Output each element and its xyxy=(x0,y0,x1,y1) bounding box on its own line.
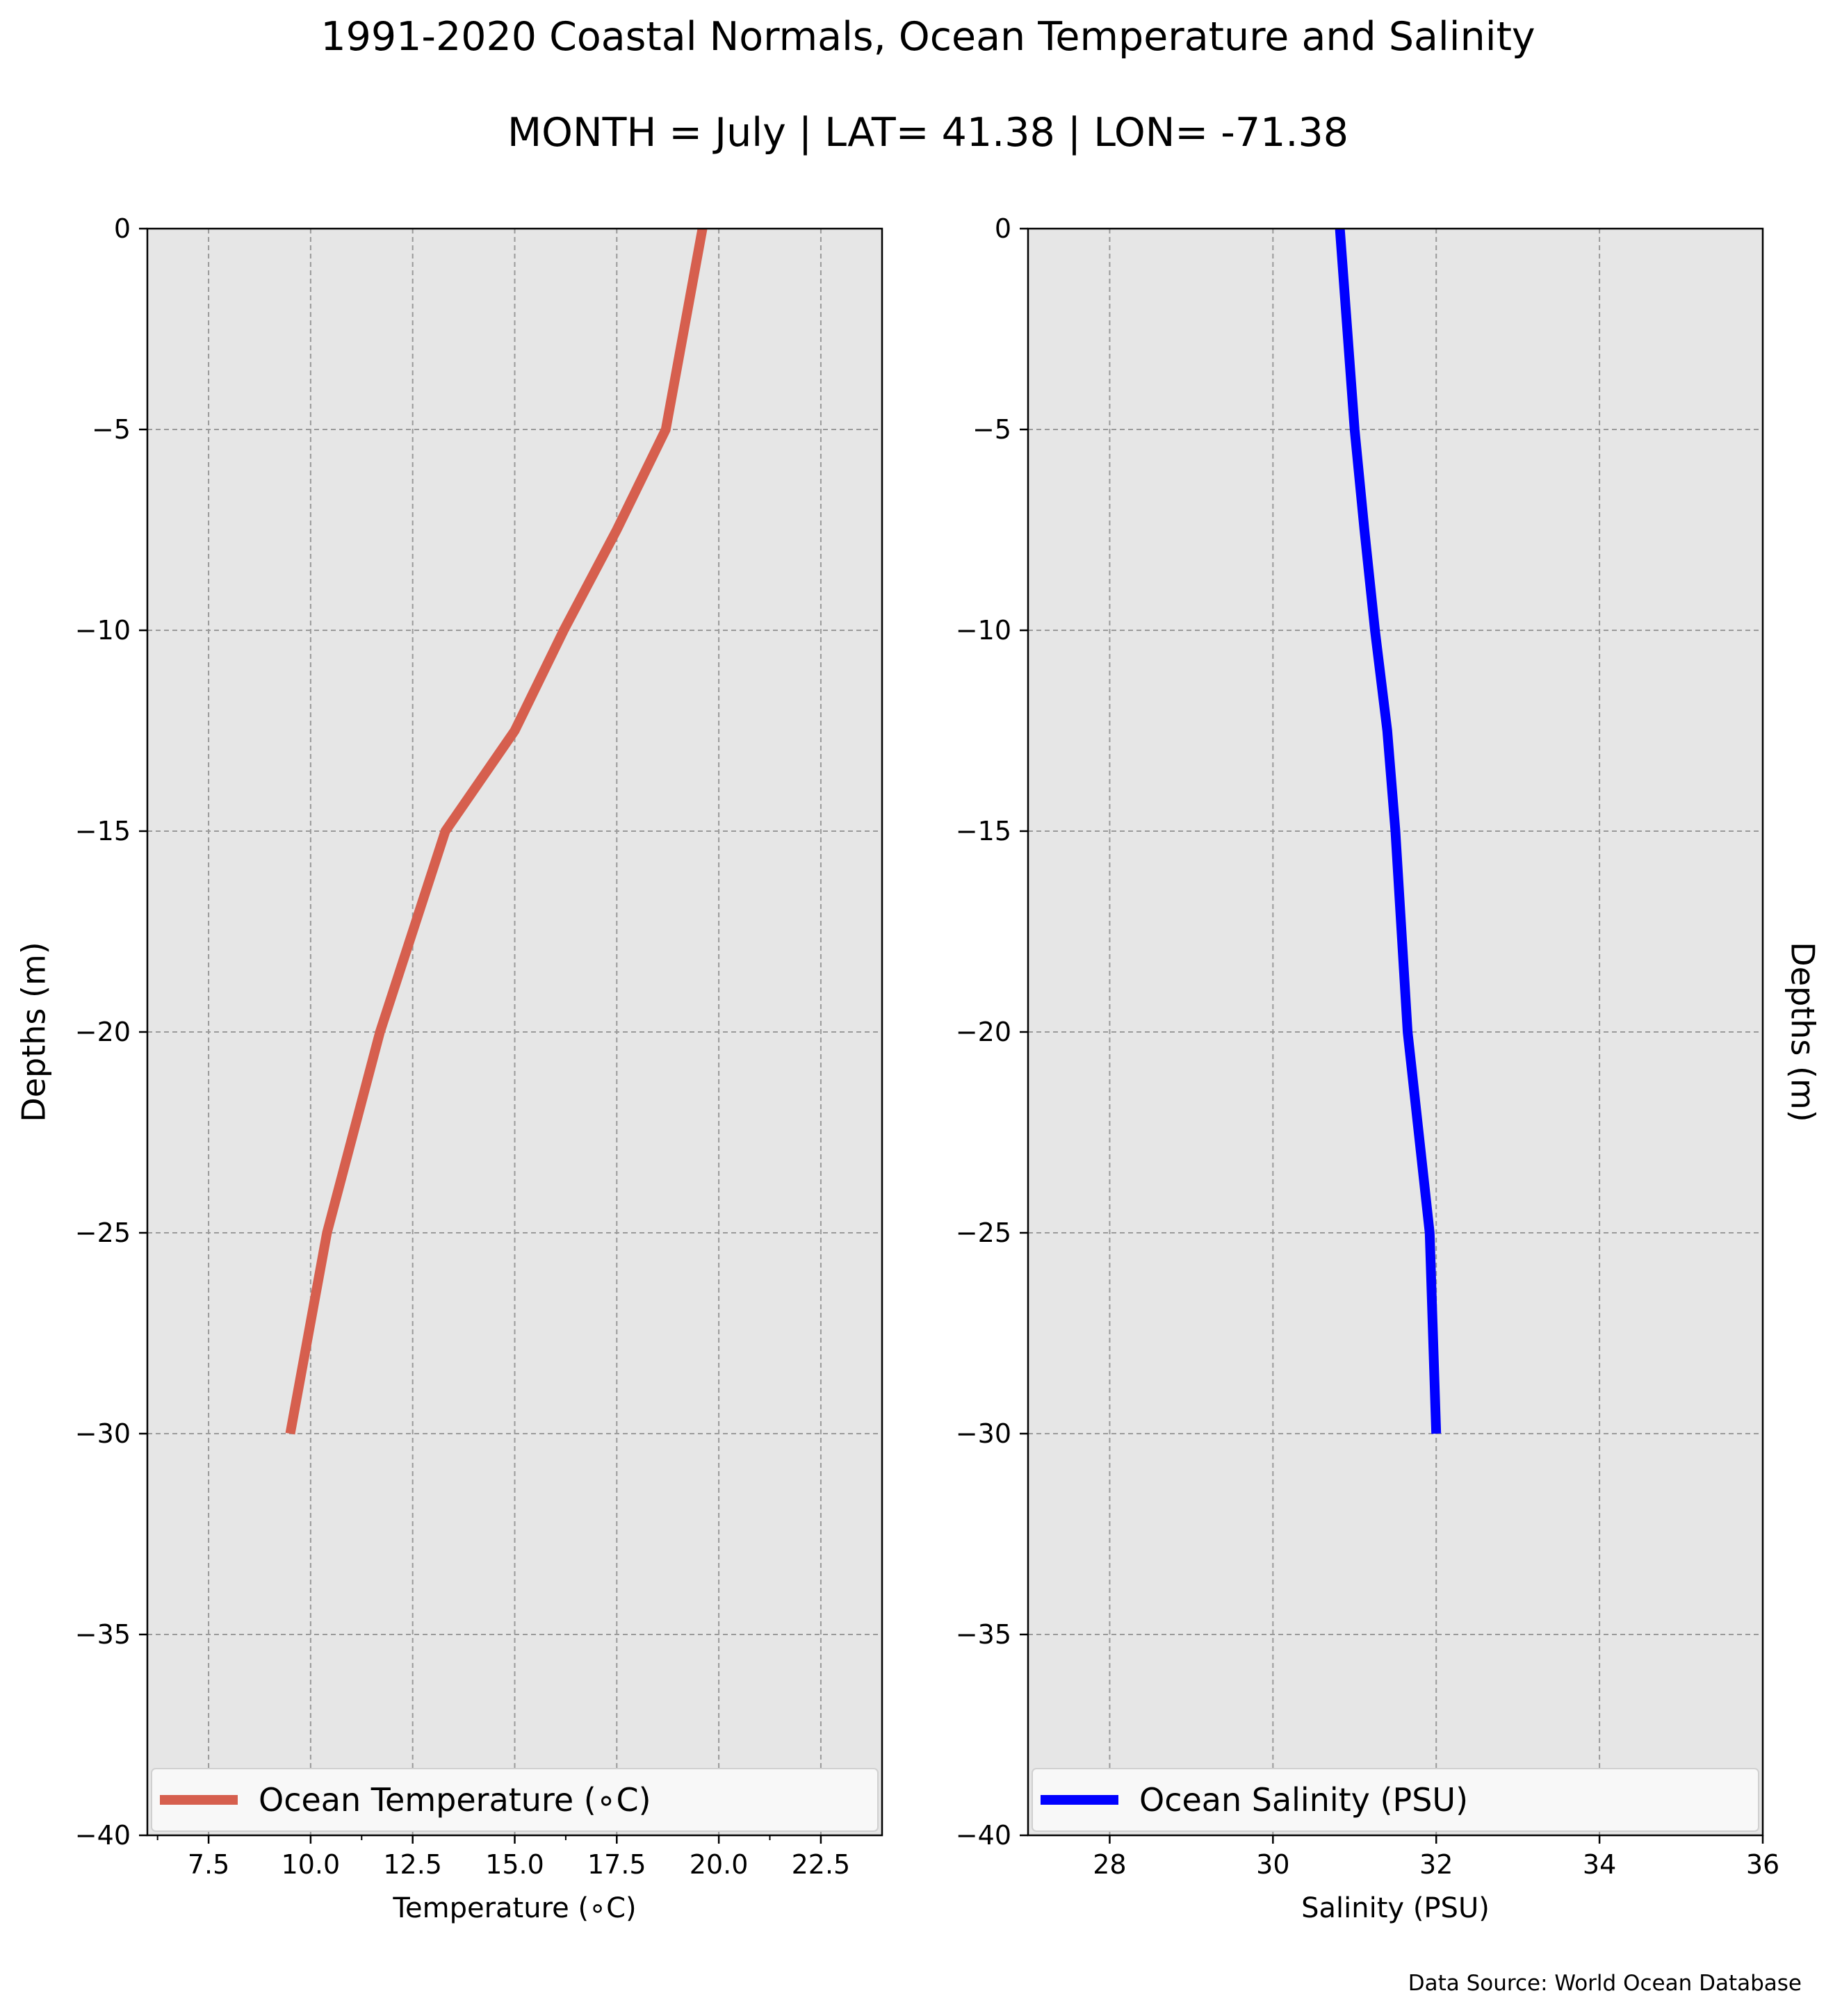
data-source-note: Data Source: World Ocean Database xyxy=(1408,1971,1802,1996)
temperature-x-tick-label: 12.5 xyxy=(383,1849,442,1880)
temperature-y-tick-label: −40 xyxy=(75,1820,131,1851)
salinity-x-axis: 28 30 32 34 36 xyxy=(1093,1835,1779,1880)
temperature-legend: Ocean Temperature (∘C) xyxy=(151,1768,879,1832)
salinity-y-tick-label: −20 xyxy=(956,1017,1011,1047)
temperature-y-tick-label: −10 xyxy=(75,615,131,646)
temperature-x-axis-label: Temperature (∘C) xyxy=(392,1892,636,1924)
salinity-y-tick-label: −30 xyxy=(956,1418,1011,1449)
temperature-y-axis-label: Depths (m) xyxy=(15,942,53,1122)
salinity-y-tick-label: −10 xyxy=(956,615,1011,646)
temperature-x-axis: 7.5 10.0 12.5 15.0 17.5 20.0 22.5 xyxy=(156,1835,851,1880)
temperature-legend-box xyxy=(151,1768,879,1832)
temperature-y-tick-label: −20 xyxy=(75,1017,131,1047)
salinity-y-axis: 0 −5 −10 −15 −20 −25 −30 −35 −40 xyxy=(956,213,1028,1851)
temperature-y-tick-label: −15 xyxy=(75,816,131,846)
temperature-x-tick-label: 10.0 xyxy=(282,1849,341,1880)
temperature-y-axis: 0 −5 −10 −15 −20 −25 −30 −35 −40 xyxy=(75,213,147,1851)
temperature-legend-label: Ocean Temperature (∘C) xyxy=(259,1781,651,1819)
salinity-y-tick-label: −5 xyxy=(972,414,1011,445)
salinity-series xyxy=(1335,228,1442,1434)
salinity-y-tick-label: −15 xyxy=(956,816,1011,846)
salinity-y-tick-label: −35 xyxy=(956,1619,1011,1650)
salinity-y-tick-label: −25 xyxy=(956,1218,1011,1248)
salinity-legend-box xyxy=(1032,1768,1759,1832)
temperature-y-tick-label: 0 xyxy=(114,213,131,244)
salinity-x-tick-label: 30 xyxy=(1256,1849,1289,1880)
salinity-x-tick-label: 32 xyxy=(1419,1849,1453,1880)
temperature-y-tick-label: −5 xyxy=(92,414,131,445)
salinity-x-tick-label: 28 xyxy=(1093,1849,1126,1880)
temperature-x-tick-label: 7.5 xyxy=(188,1849,229,1880)
temperature-y-tick-label: −30 xyxy=(75,1418,131,1449)
temperature-x-tick-label: 22.5 xyxy=(792,1849,851,1880)
temperature-x-tick-label: 17.5 xyxy=(587,1849,646,1880)
salinity-legend: Ocean Salinity (PSU) xyxy=(1032,1768,1759,1832)
temperature-series xyxy=(285,227,708,1435)
temperature-x-tick-label: 15.0 xyxy=(485,1849,544,1880)
figure-subtitle: MONTH = July | LAT= 41.38 | LON= -71.38 xyxy=(507,110,1348,156)
salinity-x-tick-label: 36 xyxy=(1746,1849,1779,1880)
temperature-panel: Ocean Temperature (∘C) 7.5 10.0 12.5 15.0 17… xyxy=(15,213,883,1924)
salinity-y-tick-label: −40 xyxy=(956,1820,1011,1851)
temperature-y-tick-label: −25 xyxy=(75,1218,131,1248)
temperature-grid xyxy=(147,229,882,1835)
salinity-panel: Ocean Salinity (PSU) 28 30 32 34 36 0 −5 −10 −1… xyxy=(956,213,1822,1924)
temperature-y-tick-label: −35 xyxy=(75,1619,131,1650)
temperature-x-tick-label: 20.0 xyxy=(690,1849,749,1880)
salinity-grid xyxy=(1028,229,1763,1835)
salinity-x-axis-label: Salinity (PSU) xyxy=(1301,1892,1490,1924)
salinity-legend-label: Ocean Salinity (PSU) xyxy=(1139,1781,1468,1819)
figure-title: 1991-2020 Coastal Normals, Ocean Tempera… xyxy=(320,14,1535,60)
salinity-x-tick-label: 34 xyxy=(1583,1849,1616,1880)
salinity-y-axis-label: Depths (m) xyxy=(1784,942,1822,1122)
salinity-y-tick-label: 0 xyxy=(995,213,1011,244)
